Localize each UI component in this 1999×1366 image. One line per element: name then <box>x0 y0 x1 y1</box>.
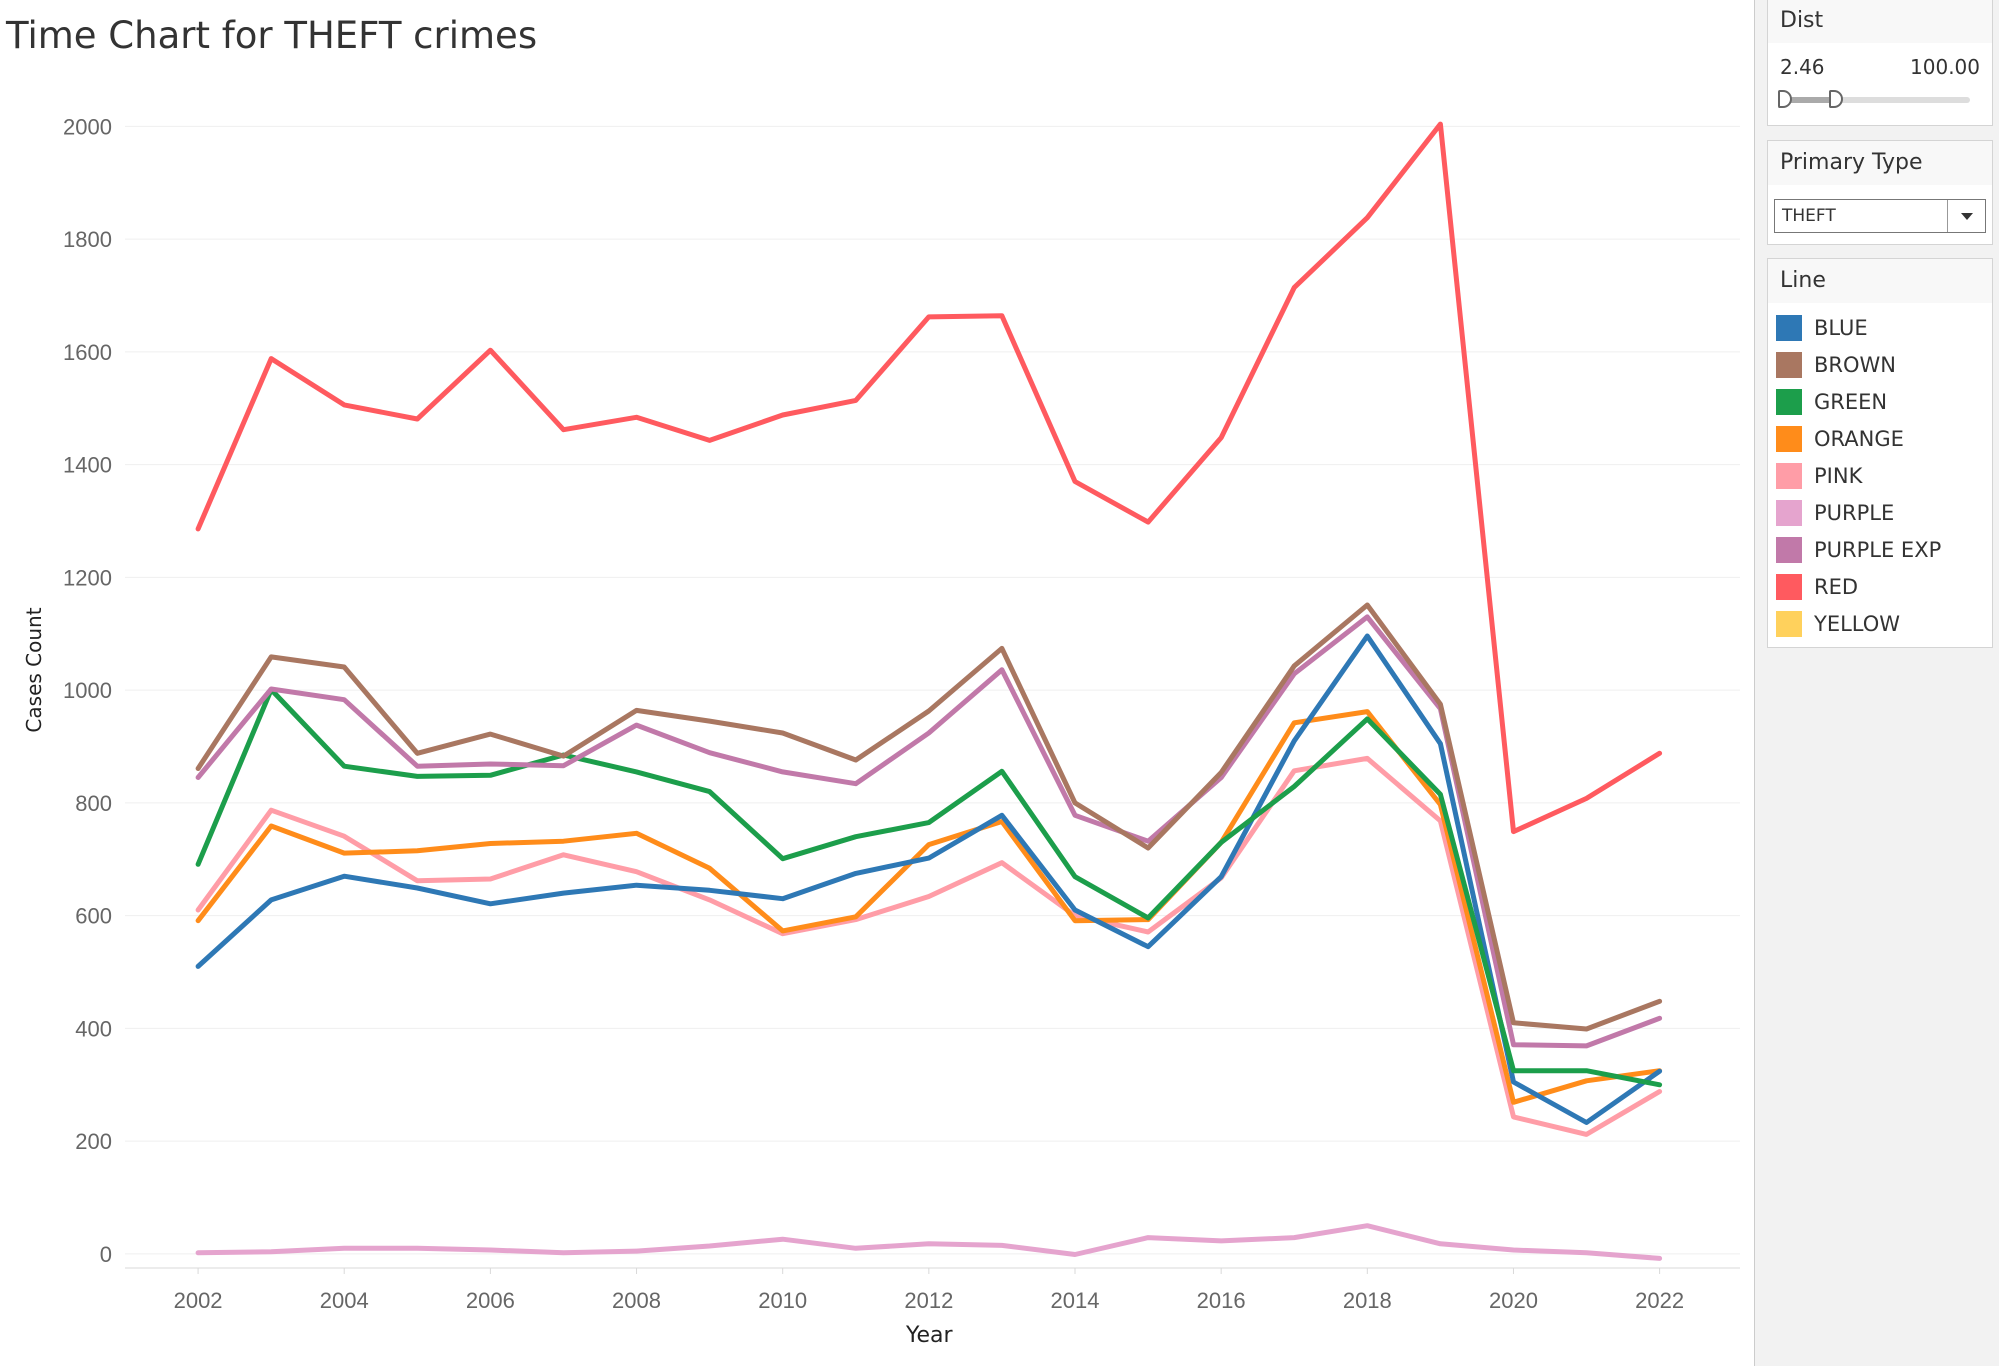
primary-type-dropdown[interactable]: THEFT <box>1774 199 1986 233</box>
legend-swatch-green <box>1776 389 1802 415</box>
y-axis-label-wrap: Cases Count <box>14 540 54 800</box>
series-line-red <box>195 121 1663 835</box>
y-tick-label-2000: 2000 <box>63 114 112 139</box>
y-tick-label-400: 400 <box>75 1016 112 1041</box>
primary-type-value: THEFT <box>1782 206 1836 226</box>
line-chart: 0 200 400 600 800 1000 1200 1400 1600 1800 2000 200… <box>63 114 1740 1313</box>
y-axis-label: Cases Count <box>22 607 46 733</box>
legend-swatch-orange <box>1776 426 1802 452</box>
x-tick-label-2020: 2020 <box>1489 1288 1538 1313</box>
series-line-green <box>195 687 1663 1088</box>
x-tick-label-2008: 2008 <box>612 1288 661 1313</box>
legend-label-pink: PINK <box>1814 464 1863 488</box>
line-legend-card: Line BLUE BROWN GREEN ORANGE PINK PURPLE PURPL… <box>1767 258 1993 648</box>
dist-max-value: 100.00 <box>1910 55 1980 79</box>
series-line-pink <box>195 755 1663 1137</box>
sidebar: Dist 2.46 100.00 Primary Type THEFT Line… <box>1754 0 1999 1366</box>
legend-swatch-pink <box>1776 463 1802 489</box>
chart-title: Time Chart for THEFT crimes <box>6 14 538 57</box>
x-tick-label-2010: 2010 <box>758 1288 807 1313</box>
y-tick-label-1600: 1600 <box>63 340 112 365</box>
x-tick-label-2018: 2018 <box>1343 1288 1392 1313</box>
dist-slider-handle-max[interactable] <box>1828 90 1843 108</box>
dist-slider-fill <box>1782 97 1833 103</box>
legend-swatch-brown <box>1776 352 1802 378</box>
x-axis-label: Year <box>906 1323 953 1348</box>
legend-label-yellow: YELLOW <box>1814 612 1901 636</box>
legend-swatch-red <box>1776 574 1802 600</box>
legend-label-purple: PURPLE <box>1814 501 1895 525</box>
legend-swatch-purple <box>1776 500 1802 526</box>
y-tick-label-0: 0 <box>100 1242 112 1267</box>
series-line-orange <box>195 709 1663 1105</box>
legend-title: Line <box>1768 259 1992 303</box>
legend-swatch-yellow <box>1776 611 1802 637</box>
primary-type-filter-card: Primary Type THEFT <box>1767 140 1993 245</box>
dist-slider-handle-min[interactable] <box>1778 90 1792 108</box>
dropdown-toggle-button[interactable] <box>1947 200 1985 232</box>
primary-type-title: Primary Type <box>1768 141 1992 185</box>
series-line-purple-exp <box>195 614 1663 1049</box>
legend-label-red: RED <box>1814 575 1859 599</box>
y-tick-label-1400: 1400 <box>63 453 112 478</box>
legend-swatch-purple-exp <box>1776 537 1802 563</box>
dist-min-value: 2.46 <box>1780 55 1825 79</box>
dist-filter-title: Dist <box>1768 0 1992 43</box>
y-tick-label-600: 600 <box>75 904 112 929</box>
legend-label-blue: BLUE <box>1814 316 1868 340</box>
y-tick-label-1200: 1200 <box>63 565 112 590</box>
y-tick-label-200: 200 <box>75 1129 112 1154</box>
y-tick-label-1000: 1000 <box>63 678 112 703</box>
x-tick-label-2006: 2006 <box>466 1288 515 1313</box>
y-tick-label-800: 800 <box>75 791 112 816</box>
x-tick-label-2004: 2004 <box>320 1288 369 1313</box>
x-tick-label-2022: 2022 <box>1635 1288 1684 1313</box>
x-tick-label-2012: 2012 <box>904 1288 953 1313</box>
x-tick-label-2002: 2002 <box>174 1288 223 1313</box>
dist-filter-card: Dist 2.46 100.00 <box>1767 0 1993 126</box>
legend-label-brown: BROWN <box>1814 353 1897 377</box>
chevron-down-icon <box>1961 213 1973 220</box>
legend-label-green: GREEN <box>1814 390 1888 414</box>
legend-swatch-blue <box>1776 315 1802 341</box>
series-line-purple <box>195 1223 1663 1261</box>
legend-label-purple-exp: PURPLE EXP <box>1814 538 1942 562</box>
legend-label-orange: ORANGE <box>1814 427 1904 451</box>
x-tick-label-2016: 2016 <box>1197 1288 1246 1313</box>
dist-slider-track[interactable] <box>1778 90 1970 108</box>
y-tick-label-1800: 1800 <box>63 227 112 252</box>
x-tick-label-2014: 2014 <box>1051 1288 1100 1313</box>
series-line-blue <box>195 633 1663 1125</box>
series-line-brown <box>195 602 1663 1032</box>
